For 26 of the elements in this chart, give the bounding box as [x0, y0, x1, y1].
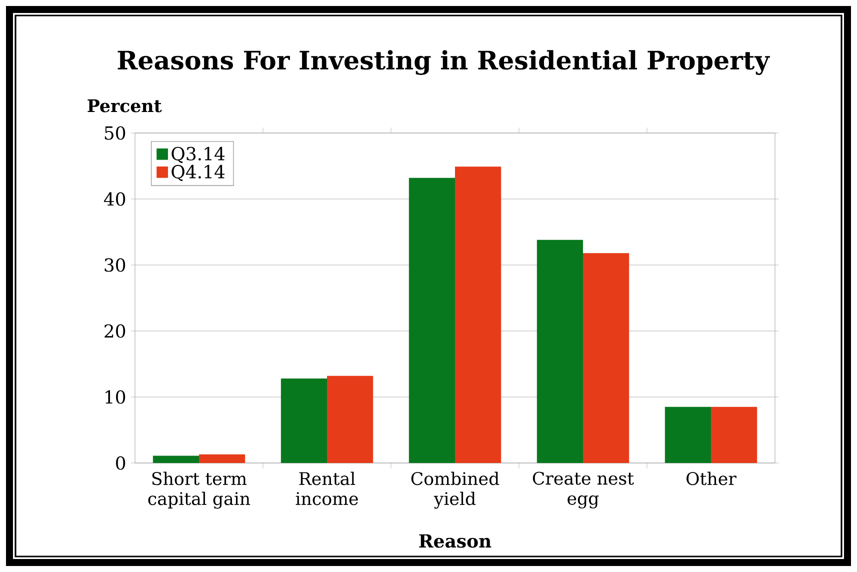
chart-title: Reasons For Investing in Residential Property	[118, 50, 770, 75]
bar	[280, 378, 328, 464]
x-tick-label: Create nest egg	[532, 472, 634, 508]
y-tick-label: 40	[104, 192, 126, 206]
y-tick-label: 30	[104, 258, 126, 272]
bar	[710, 406, 758, 464]
bar	[152, 456, 199, 464]
bar	[583, 253, 630, 464]
x-axis-title: Reason	[419, 534, 492, 548]
y-tick-label: 0	[116, 456, 126, 470]
bar	[327, 376, 374, 464]
y-axis-title: Percent	[88, 99, 162, 112]
x-tick-label: Rental income	[296, 472, 358, 506]
legend-label: Q3.14	[172, 146, 225, 164]
y-tick-label: 10	[106, 390, 126, 404]
y-tick-label: 50	[104, 126, 126, 140]
bar	[199, 454, 246, 464]
bar	[664, 406, 711, 464]
bar	[408, 178, 455, 464]
bar	[536, 240, 583, 464]
x-tick-label: Short term capital gain	[148, 472, 250, 509]
legend-label: Q4.14	[172, 164, 225, 182]
y-tick-label: 20	[104, 324, 126, 338]
x-tick-label: Combined yield	[411, 472, 500, 509]
x-tick-label: Other	[686, 472, 736, 486]
bar	[455, 166, 502, 464]
